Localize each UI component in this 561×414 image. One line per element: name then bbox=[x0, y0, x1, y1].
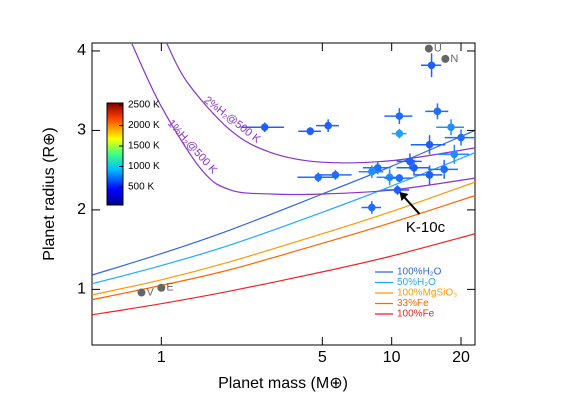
legend-label: 100%H₂O bbox=[397, 267, 442, 278]
planet-point bbox=[324, 121, 332, 130]
planet-point bbox=[440, 165, 448, 174]
planet-point bbox=[395, 174, 404, 182]
planet-point bbox=[331, 171, 340, 179]
composition-curve bbox=[92, 233, 475, 316]
curve-label: 1%H₂@500 K bbox=[165, 118, 220, 177]
legend-label: 33%Fe bbox=[397, 298, 429, 309]
solar-planet-label: N bbox=[450, 53, 458, 65]
planet-point bbox=[306, 127, 315, 136]
solar-planet bbox=[441, 54, 450, 63]
composition-curve bbox=[92, 152, 475, 285]
composition-curve bbox=[92, 181, 475, 296]
planet-point bbox=[373, 163, 382, 172]
planet-point bbox=[368, 167, 376, 176]
solar-planet bbox=[137, 288, 146, 297]
colorbar-tick-label: 1500 K bbox=[128, 141, 160, 152]
planet-point bbox=[447, 123, 455, 132]
solar-planet-label: E bbox=[166, 282, 173, 294]
colorbar bbox=[106, 102, 124, 206]
planet-point bbox=[260, 123, 269, 132]
y-tick-label: 1 bbox=[77, 281, 86, 298]
colorbar-tick-label: 1000 K bbox=[128, 161, 160, 172]
planet-point bbox=[406, 157, 414, 166]
planet-point bbox=[457, 133, 465, 142]
composition-curve bbox=[92, 195, 475, 301]
y-tick-label: 3 bbox=[77, 122, 86, 139]
planet-point bbox=[433, 107, 442, 116]
x-tick-label: 20 bbox=[452, 349, 470, 366]
plot-frame bbox=[91, 42, 476, 346]
planet-point bbox=[427, 61, 436, 70]
colorbar-tick-label: 2000 K bbox=[128, 120, 160, 131]
planet-point bbox=[450, 150, 459, 159]
solar-planet-label: V bbox=[146, 286, 154, 298]
solar-planet bbox=[424, 44, 433, 53]
planet-point bbox=[368, 203, 376, 212]
solar-planet-label: U bbox=[434, 42, 442, 54]
envelope-curve bbox=[165, 43, 475, 164]
solar-planet bbox=[157, 283, 166, 292]
x-axis-label: Planet mass (M⊕) bbox=[218, 375, 348, 392]
x-tick-label: 5 bbox=[318, 349, 327, 366]
planet-point bbox=[425, 140, 434, 149]
legend-label: 100%MgSiO₃ bbox=[397, 288, 457, 299]
planet-point bbox=[385, 173, 394, 182]
curve-label: 2%H₂@500 K bbox=[202, 94, 264, 146]
annotation-arrowhead bbox=[399, 192, 409, 202]
legend-label: 50%H₂O bbox=[397, 277, 436, 288]
legend-label: 100%Fe bbox=[397, 309, 435, 320]
y-tick-label: 2 bbox=[77, 201, 86, 218]
planet-point bbox=[393, 186, 402, 194]
planet-point bbox=[395, 112, 404, 120]
colorbar-tick-label: 2500 K bbox=[128, 100, 160, 111]
x-tick-label: 10 bbox=[383, 349, 401, 366]
y-tick-label: 4 bbox=[77, 42, 86, 59]
y-axis-label: Planet radius (R⊕) bbox=[41, 127, 58, 260]
colorbar-tick-label: 500 K bbox=[128, 182, 154, 193]
planet-point bbox=[410, 163, 418, 172]
x-tick-label: 1 bbox=[157, 349, 166, 366]
planet-point bbox=[425, 171, 434, 179]
planet-point bbox=[395, 129, 404, 138]
annotation: K-10c bbox=[406, 219, 446, 236]
plot-area bbox=[92, 43, 475, 316]
